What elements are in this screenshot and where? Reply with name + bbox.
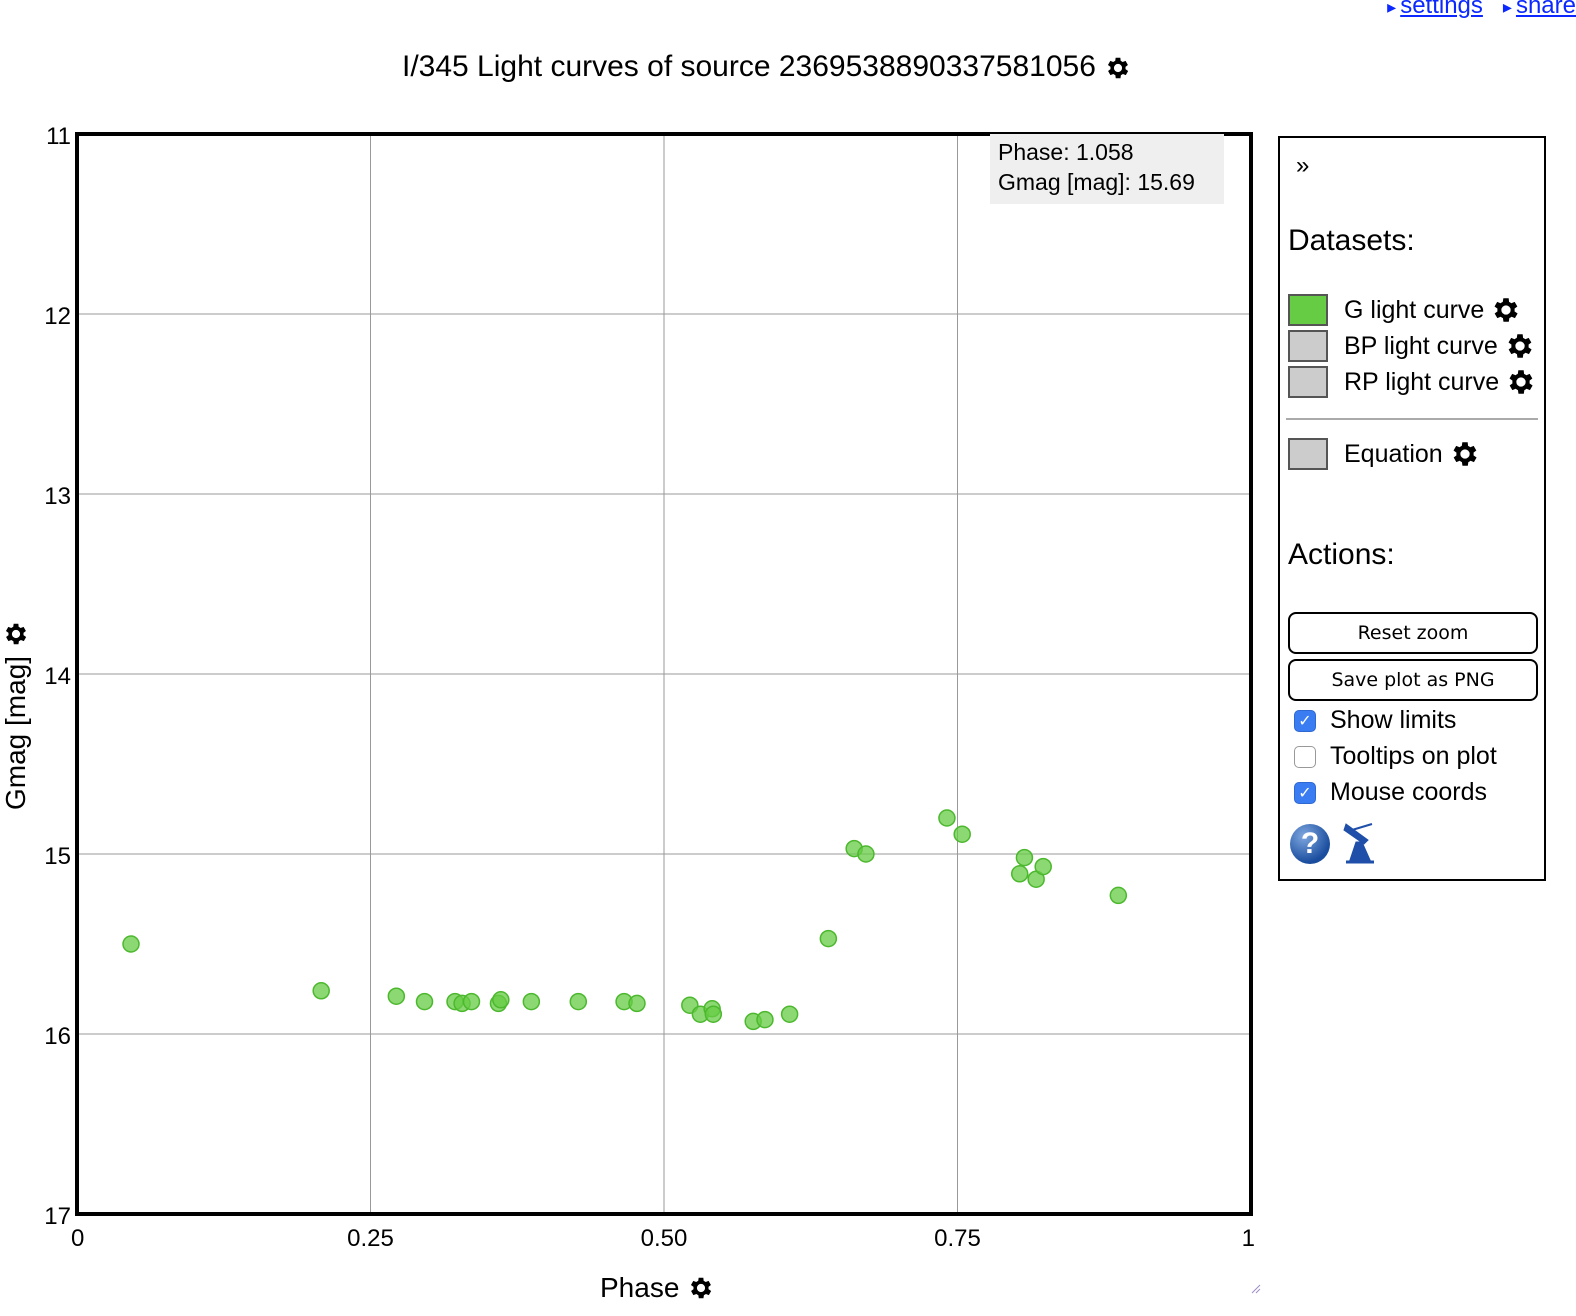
- gear-icon[interactable]: [2, 620, 30, 648]
- x-tick-label: 0.75: [934, 1225, 981, 1252]
- dataset-toggle-g[interactable]: [1288, 294, 1328, 326]
- plot-frame: [75, 132, 1253, 1216]
- data-point: [857, 845, 875, 863]
- x-axis-label-text: Phase: [600, 1272, 680, 1303]
- settings-link[interactable]: settings: [1387, 0, 1483, 19]
- y-tick-label: 17: [44, 1203, 71, 1230]
- data-point: [1109, 886, 1128, 905]
- gear-icon[interactable]: [1504, 330, 1536, 362]
- dataset-label: BP light curve: [1344, 331, 1498, 360]
- tooltips-row[interactable]: Tooltips on plot: [1294, 742, 1497, 771]
- tooltips-label: Tooltips on plot: [1330, 742, 1497, 770]
- reset-zoom-button[interactable]: Reset zoom: [1288, 612, 1538, 654]
- data-point: [569, 992, 588, 1011]
- gear-icon[interactable]: [1449, 438, 1481, 470]
- y-axis-label-text: Gmag [mag]: [0, 655, 31, 810]
- mouse-coords-phase: Phase: 1.058: [998, 139, 1134, 165]
- data-point: [953, 825, 971, 843]
- show-limits-row[interactable]: ✓ Show limits: [1294, 706, 1456, 735]
- panel-divider: [1286, 418, 1538, 420]
- y-tick-label: 15: [44, 843, 71, 870]
- actions-title: Actions:: [1288, 538, 1395, 571]
- dataset-label: G light curve: [1344, 295, 1485, 324]
- data-points: [122, 809, 1128, 1031]
- dataset-label: RP light curve: [1344, 367, 1500, 396]
- data-point: [522, 992, 541, 1011]
- tooltips-checkbox[interactable]: [1294, 745, 1316, 768]
- data-point: [122, 935, 140, 953]
- data-point: [387, 987, 406, 1005]
- chart-title: I/345 Light curves of source 23695388903…: [402, 50, 1132, 84]
- data-point: [312, 982, 330, 1000]
- data-point: [462, 992, 481, 1011]
- dataset-row-bp[interactable]: BP light curve: [1288, 328, 1536, 364]
- resize-handle-icon[interactable]: [1250, 1284, 1262, 1294]
- gear-icon[interactable]: [1104, 54, 1132, 82]
- dataset-row-rp[interactable]: RP light curve: [1288, 364, 1537, 400]
- mouse-coords-label: Mouse coords: [1330, 778, 1488, 806]
- share-link[interactable]: share: [1503, 0, 1576, 19]
- data-point: [628, 994, 646, 1013]
- dataset-row-g[interactable]: G light curve: [1288, 292, 1522, 328]
- y-tick-label: 11: [46, 123, 71, 150]
- top-links: settings share: [1367, 0, 1576, 20]
- mouse-coords-row[interactable]: ✓ Mouse coords: [1294, 778, 1487, 807]
- mouse-coords-box: Phase: 1.058 Gmag [mag]: 15.69: [990, 134, 1224, 204]
- data-point: [1010, 865, 1029, 883]
- y-axis-label: Gmag [mag]: [0, 620, 32, 810]
- data-point: [492, 991, 510, 1009]
- show-limits-label: Show limits: [1330, 706, 1457, 734]
- y-tick-label: 16: [44, 1023, 71, 1050]
- equation-label: Equation: [1344, 439, 1443, 468]
- dataset-toggle-bp[interactable]: [1288, 330, 1328, 362]
- equation-toggle[interactable]: [1288, 438, 1328, 470]
- help-icon[interactable]: ?: [1290, 824, 1330, 864]
- chart-title-text: I/345 Light curves of source 23695388903…: [402, 50, 1096, 83]
- x-tick-label: 0.50: [641, 1225, 688, 1252]
- data-point: [415, 992, 434, 1011]
- data-point: [819, 929, 838, 948]
- telescope-icon[interactable]: [1342, 820, 1376, 864]
- data-point: [938, 809, 956, 827]
- collapse-panel-button[interactable]: »: [1296, 152, 1310, 179]
- y-tick-label: 13: [44, 483, 71, 510]
- data-point: [704, 1005, 723, 1023]
- gear-icon[interactable]: [1505, 366, 1537, 398]
- equation-row[interactable]: Equation: [1288, 436, 1481, 472]
- data-point: [1034, 857, 1052, 876]
- mouse-coords-checkbox[interactable]: ✓: [1294, 781, 1316, 804]
- mouse-coords-gmag: Gmag [mag]: 15.69: [998, 169, 1195, 195]
- dataset-toggle-rp[interactable]: [1288, 366, 1328, 398]
- y-tick-label: 14: [44, 663, 71, 690]
- control-panel: » Datasets: G light curve BP light curve…: [1278, 136, 1546, 881]
- x-axis-label: Phase: [600, 1272, 715, 1304]
- x-tick-label: 0: [71, 1225, 84, 1252]
- gear-icon[interactable]: [1490, 294, 1522, 326]
- x-tick-label: 1: [1242, 1225, 1255, 1252]
- y-tick-label: 12: [44, 303, 71, 330]
- grid: [76, 133, 1252, 1215]
- datasets-title: Datasets:: [1288, 224, 1415, 257]
- show-limits-checkbox[interactable]: ✓: [1294, 709, 1316, 732]
- data-point: [780, 1005, 799, 1023]
- data-point: [1015, 848, 1034, 867]
- save-png-button[interactable]: Save plot as PNG: [1288, 659, 1538, 701]
- data-point: [756, 1010, 774, 1029]
- x-tick-label: 0.25: [347, 1225, 394, 1252]
- gear-icon[interactable]: [687, 1274, 715, 1302]
